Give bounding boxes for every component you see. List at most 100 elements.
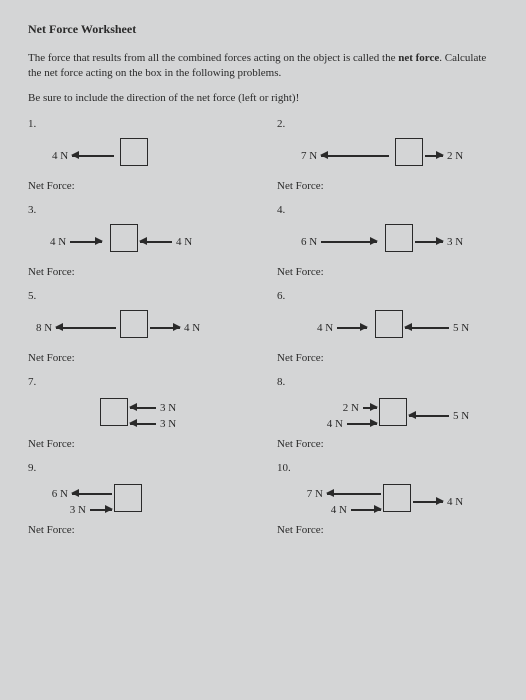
diagram: 7 N 2 N (277, 134, 498, 178)
force-left: 4 N (313, 322, 367, 334)
box-icon (383, 484, 411, 512)
force-top: 6 N (42, 488, 112, 500)
box-icon (120, 138, 148, 166)
arrow-left-icon (327, 493, 381, 495)
box-icon (120, 310, 148, 338)
diagram: 4 N 5 N (277, 306, 498, 350)
problem-3: 3. 4 N 4 N Net Force: (28, 204, 249, 282)
page-title: Net Force Worksheet (28, 22, 498, 37)
box-icon (385, 224, 413, 252)
problem-7: 7. 3 N 3 N Net Force: (28, 376, 249, 454)
problem-number: 9. (28, 462, 249, 474)
box-icon (395, 138, 423, 166)
force-right: 5 N (409, 410, 473, 422)
force-right: 5 N (405, 322, 473, 334)
force-label: 2 N (339, 402, 363, 414)
diagram: 8 N 4 N (28, 306, 249, 350)
arrow-right-icon (351, 509, 381, 511)
force-label: 5 N (449, 322, 473, 334)
net-force-label: Net Force: (277, 438, 498, 450)
diagram: 7 N 4 N 4 N (277, 478, 498, 522)
arrow-right-icon (363, 407, 377, 409)
net-force-label: Net Force: (277, 524, 498, 536)
force-label: 3 N (66, 504, 90, 516)
arrow-left-icon (409, 415, 449, 417)
arrow-right-icon (425, 155, 443, 157)
force-label: 2 N (443, 150, 467, 162)
force-label: 3 N (156, 418, 180, 430)
problem-number: 5. (28, 290, 249, 302)
arrow-right-icon (413, 501, 443, 503)
force-label: 6 N (48, 488, 72, 500)
diagram: 6 N 3 N (277, 220, 498, 264)
net-force-label: Net Force: (28, 180, 249, 192)
force-bot: 4 N (321, 504, 381, 516)
box-icon (379, 398, 407, 426)
problem-number: 4. (277, 204, 498, 216)
force-label: 5 N (449, 410, 473, 422)
arrow-left-icon (72, 493, 112, 495)
net-force-label: Net Force: (28, 524, 249, 536)
arrow-left-icon (72, 155, 114, 157)
diagram: 6 N 3 N (28, 478, 249, 522)
worksheet-page: Net Force Worksheet The force that resul… (0, 0, 526, 550)
problem-number: 2. (277, 118, 498, 130)
intro-text: The force that results from all the comb… (28, 51, 498, 82)
force-top: 3 N (130, 402, 180, 414)
force-left: 8 N (32, 322, 116, 334)
diagram: 4 N (28, 134, 249, 178)
net-force-label: Net Force: (28, 438, 249, 450)
box-icon (114, 484, 142, 512)
problem-4: 4. 6 N 3 N Net Force: (277, 204, 498, 282)
problem-number: 3. (28, 204, 249, 216)
force-label: 4 N (327, 504, 351, 516)
arrow-right-icon (321, 241, 377, 243)
force-left: 4 N (48, 150, 114, 162)
arrow-left-icon (140, 241, 172, 243)
arrow-left-icon (56, 327, 116, 329)
arrow-right-icon (347, 423, 377, 425)
problem-number: 7. (28, 376, 249, 388)
force-top: 2 N (333, 402, 377, 414)
diagram: 4 N 4 N (28, 220, 249, 264)
diagram: 2 N 4 N 5 N (277, 392, 498, 436)
force-label: 3 N (443, 236, 467, 248)
intro-bold: net force (398, 52, 439, 64)
problem-6: 6. 4 N 5 N Net Force: (277, 290, 498, 368)
problem-5: 5. 8 N 4 N Net Force: (28, 290, 249, 368)
problem-9: 9. 6 N 3 N Net Force: (28, 462, 249, 540)
arrow-left-icon (405, 327, 449, 329)
force-right: 3 N (415, 236, 467, 248)
net-force-label: Net Force: (277, 180, 498, 192)
force-right: 4 N (413, 496, 467, 508)
arrow-right-icon (150, 327, 180, 329)
force-right: 4 N (150, 322, 204, 334)
force-label: 4 N (46, 236, 70, 248)
force-label: 8 N (32, 322, 56, 334)
arrow-right-icon (415, 241, 443, 243)
net-force-label: Net Force: (277, 352, 498, 364)
arrow-right-icon (90, 509, 112, 511)
force-label: 6 N (297, 236, 321, 248)
arrow-right-icon (70, 241, 102, 243)
force-left: 7 N (297, 150, 389, 162)
force-bot: 4 N (317, 418, 377, 430)
force-label: 7 N (303, 488, 327, 500)
force-right: 2 N (425, 150, 467, 162)
force-label: 7 N (297, 150, 321, 162)
intro-pre: The force that results from all the comb… (28, 52, 398, 64)
force-label: 3 N (156, 402, 180, 414)
net-force-label: Net Force: (28, 352, 249, 364)
force-label: 4 N (443, 496, 467, 508)
note-text: Be sure to include the direction of the … (28, 92, 498, 104)
arrow-left-icon (130, 423, 156, 425)
force-left: 6 N (297, 236, 377, 248)
problem-number: 1. (28, 118, 249, 130)
net-force-label: Net Force: (277, 266, 498, 278)
problem-1: 1. 4 N Net Force: (28, 118, 249, 196)
force-bot: 3 N (60, 504, 112, 516)
force-label: 4 N (323, 418, 347, 430)
force-left: 4 N (46, 236, 102, 248)
arrow-left-icon (130, 407, 156, 409)
arrow-left-icon (321, 155, 389, 157)
